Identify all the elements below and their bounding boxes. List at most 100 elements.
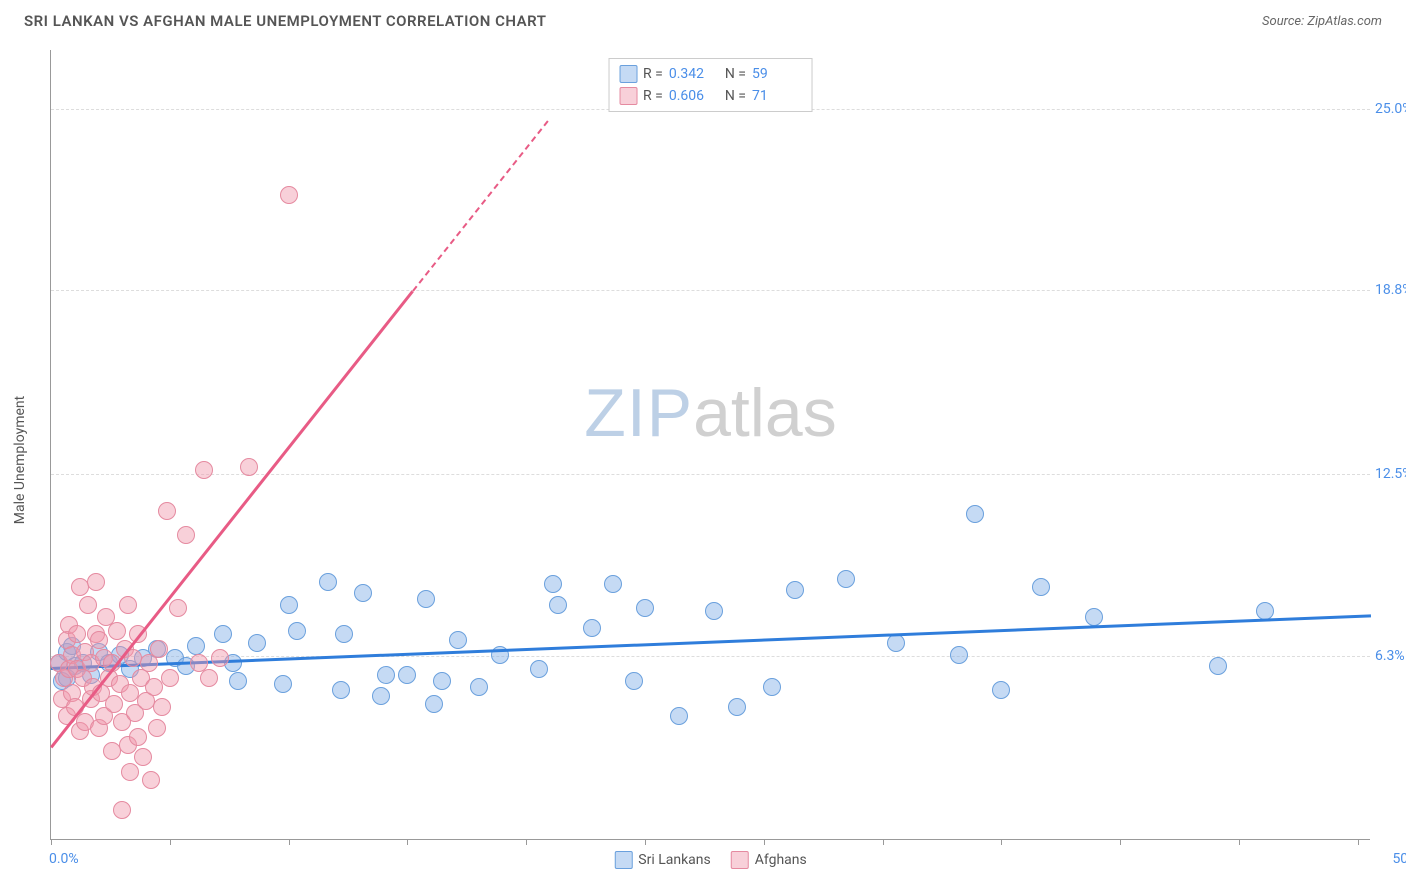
scatter-point bbox=[670, 707, 688, 725]
scatter-point bbox=[211, 649, 229, 667]
scatter-point bbox=[530, 660, 548, 678]
legend-swatch bbox=[731, 851, 749, 869]
y-axis-label: Male Unemployment bbox=[12, 396, 28, 524]
chart-area: Male Unemployment ZIPatlas R = 0.342 N =… bbox=[50, 50, 1400, 870]
watermark: ZIPatlas bbox=[584, 374, 836, 452]
scatter-point bbox=[187, 637, 205, 655]
scatter-point bbox=[636, 599, 654, 617]
legend-item: Afghans bbox=[731, 851, 807, 869]
scatter-point bbox=[87, 573, 105, 591]
scatter-point bbox=[229, 672, 247, 690]
scatter-point bbox=[274, 675, 292, 693]
x-tick-mark bbox=[883, 839, 884, 845]
x-tick-mark bbox=[526, 839, 527, 845]
y-tick-label: 18.8% bbox=[1375, 282, 1406, 298]
scatter-point bbox=[153, 698, 171, 716]
stats-swatch-srilankans bbox=[619, 65, 637, 83]
scatter-point bbox=[425, 695, 443, 713]
x-tick-mark bbox=[764, 839, 765, 845]
scatter-point bbox=[449, 631, 467, 649]
scatter-point bbox=[966, 505, 984, 523]
x-tick-mark bbox=[1120, 839, 1121, 845]
x-tick-mark bbox=[1239, 839, 1240, 845]
scatter-point bbox=[319, 573, 337, 591]
scatter-point bbox=[470, 678, 488, 696]
scatter-point bbox=[1032, 578, 1050, 596]
scatter-point bbox=[240, 458, 258, 476]
scatter-point bbox=[1256, 602, 1274, 620]
x-tick-mark bbox=[1358, 839, 1359, 845]
scatter-point bbox=[79, 596, 97, 614]
watermark-atlas: atlas bbox=[693, 375, 837, 451]
x-tick-mark bbox=[645, 839, 646, 845]
scatter-point bbox=[604, 575, 622, 593]
x-tick-mark bbox=[1001, 839, 1002, 845]
chart-source: Source: ZipAtlas.com bbox=[1262, 14, 1382, 29]
x-tick-mark bbox=[170, 839, 171, 845]
stats-swatch-afghans bbox=[619, 87, 637, 105]
scatter-point bbox=[161, 669, 179, 687]
scatter-point bbox=[169, 599, 187, 617]
scatter-point bbox=[119, 596, 137, 614]
scatter-point bbox=[105, 695, 123, 713]
scatter-point bbox=[177, 526, 195, 544]
y-tick-label: 12.5% bbox=[1375, 466, 1406, 482]
scatter-point bbox=[354, 584, 372, 602]
chart-header: SRI LANKAN VS AFGHAN MALE UNEMPLOYMENT C… bbox=[0, 0, 1406, 36]
scatter-point bbox=[288, 622, 306, 640]
scatter-point bbox=[214, 625, 232, 643]
scatter-point bbox=[134, 748, 152, 766]
scatter-point bbox=[142, 771, 160, 789]
scatter-point bbox=[248, 634, 266, 652]
chart-title: SRI LANKAN VS AFGHAN MALE UNEMPLOYMENT C… bbox=[24, 12, 546, 30]
scatter-point bbox=[113, 801, 131, 819]
n-value-srilankans: 59 bbox=[752, 66, 802, 82]
trendline-dashed bbox=[412, 121, 548, 292]
scatter-point bbox=[195, 461, 213, 479]
r-value-afghans: 0.606 bbox=[669, 88, 719, 104]
legend-bottom: Sri Lankans Afghans bbox=[614, 851, 806, 869]
scatter-point bbox=[728, 698, 746, 716]
scatter-point bbox=[1085, 608, 1103, 626]
scatter-point bbox=[280, 186, 298, 204]
scatter-point bbox=[625, 672, 643, 690]
x-axis-max-label: 50.0% bbox=[1392, 851, 1406, 867]
watermark-zip: ZIP bbox=[584, 375, 693, 451]
stats-legend: R = 0.342 N = 59 R = 0.606 N = 71 bbox=[608, 58, 813, 112]
scatter-point bbox=[200, 669, 218, 687]
stats-row-srilankans: R = 0.342 N = 59 bbox=[619, 63, 802, 85]
scatter-point bbox=[372, 687, 390, 705]
scatter-point bbox=[786, 581, 804, 599]
legend-swatch bbox=[614, 851, 632, 869]
scatter-point bbox=[121, 763, 139, 781]
scatter-point bbox=[398, 666, 416, 684]
plot-region: ZIPatlas R = 0.342 N = 59 R = 0.606 N = … bbox=[50, 50, 1370, 840]
gridline-h bbox=[51, 290, 1370, 291]
scatter-point bbox=[763, 678, 781, 696]
scatter-point bbox=[108, 622, 126, 640]
scatter-point bbox=[837, 570, 855, 588]
scatter-point bbox=[1209, 657, 1227, 675]
n-value-afghans: 71 bbox=[752, 88, 802, 104]
scatter-point bbox=[90, 631, 108, 649]
scatter-point bbox=[705, 602, 723, 620]
stats-row-afghans: R = 0.606 N = 71 bbox=[619, 85, 802, 107]
scatter-point bbox=[280, 596, 298, 614]
legend-label: Sri Lankans bbox=[638, 852, 711, 868]
scatter-point bbox=[150, 640, 168, 658]
scatter-point bbox=[992, 681, 1010, 699]
scatter-point bbox=[433, 672, 451, 690]
legend-label: Afghans bbox=[755, 852, 807, 868]
r-value-srilankans: 0.342 bbox=[669, 66, 719, 82]
scatter-point bbox=[417, 590, 435, 608]
scatter-point bbox=[129, 728, 147, 746]
scatter-point bbox=[335, 625, 353, 643]
scatter-point bbox=[887, 634, 905, 652]
scatter-point bbox=[549, 596, 567, 614]
scatter-point bbox=[68, 625, 86, 643]
scatter-point bbox=[158, 502, 176, 520]
x-axis-min-label: 0.0% bbox=[49, 851, 79, 867]
gridline-h bbox=[51, 656, 1370, 657]
y-tick-label: 6.3% bbox=[1375, 648, 1406, 664]
x-tick-mark bbox=[407, 839, 408, 845]
